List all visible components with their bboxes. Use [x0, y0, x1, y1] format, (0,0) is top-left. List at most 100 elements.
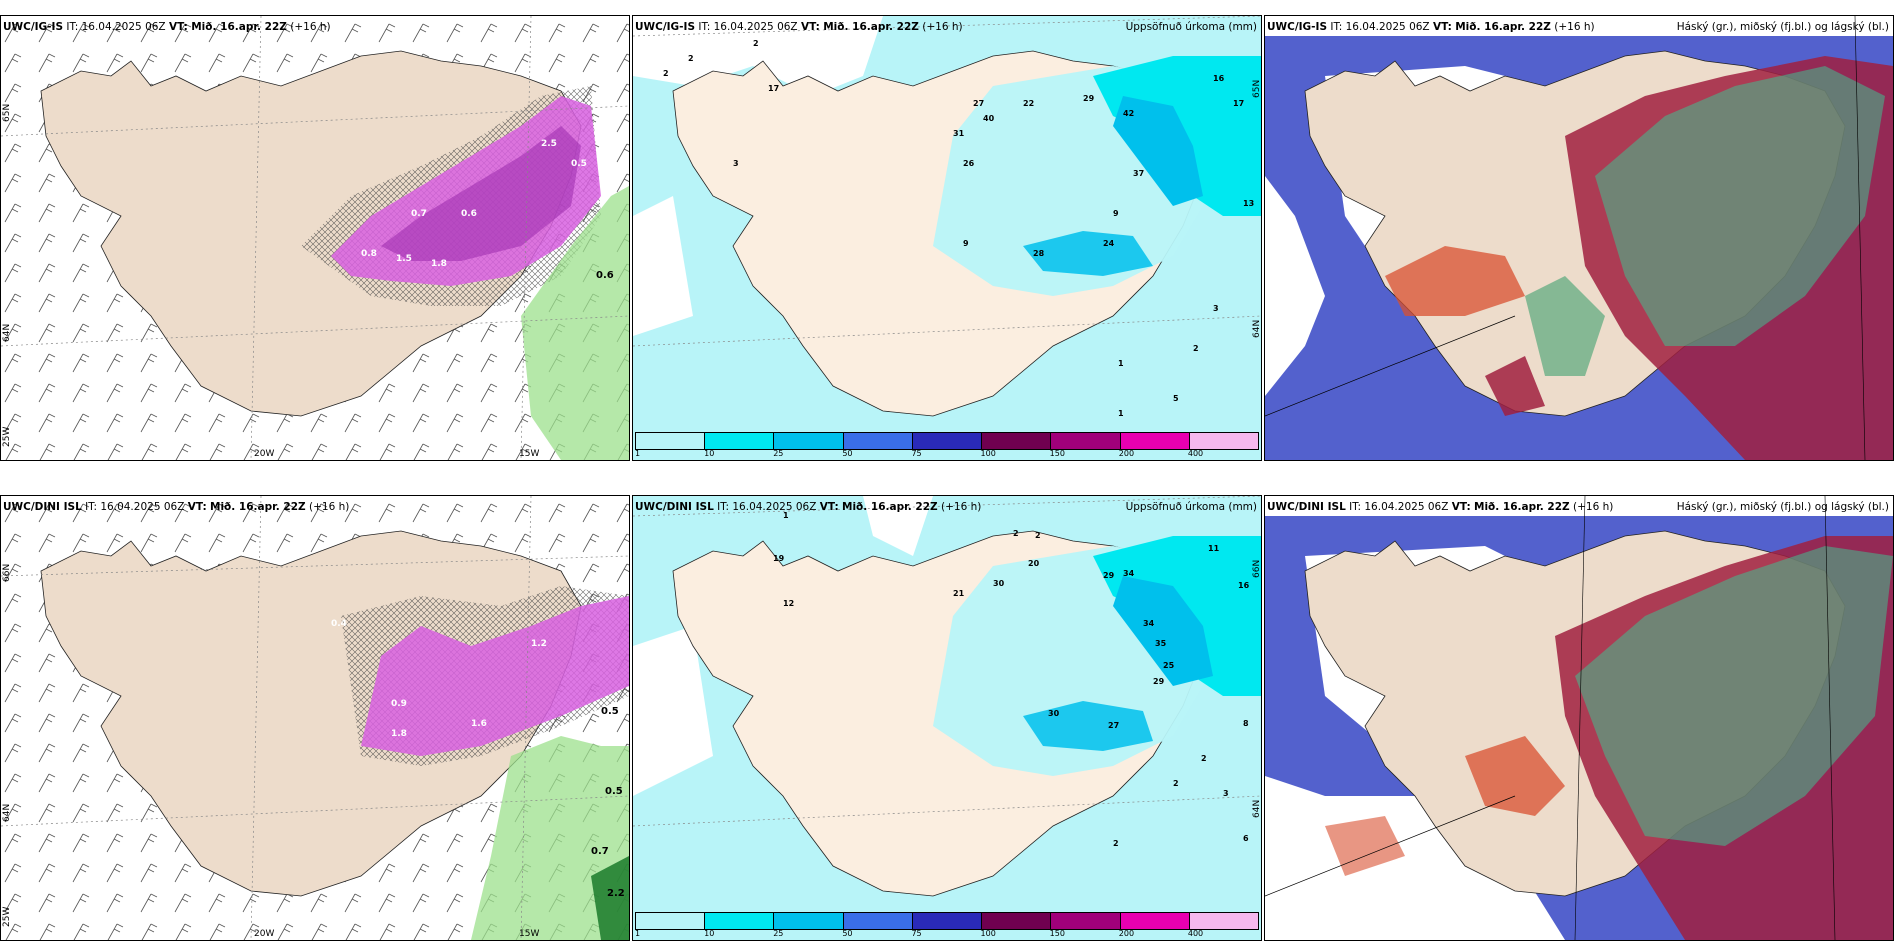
- panel-clouds-dini: UWC/DINI ISL IT: 16.04.2025 06Z VT: Mið.…: [1264, 495, 1894, 941]
- value-label: 1.5: [396, 254, 412, 264]
- panel-title: Uppsöfnuð úrkoma (mm): [1125, 21, 1257, 33]
- colorbar-swatch: [912, 433, 983, 449]
- value-label: 20: [1028, 559, 1040, 568]
- colorbar-swatch: [1120, 433, 1190, 449]
- colorbar-swatch: [1051, 913, 1121, 929]
- value-label: 2: [1173, 779, 1179, 788]
- colorbar-tick-label: 100: [980, 929, 996, 938]
- colorbar-swatch: [1120, 913, 1190, 929]
- colorbar-ticks: 1 10 25 50 75 100 150 200 400: [635, 449, 1257, 459]
- colorbar-swatch: [636, 433, 706, 449]
- panel-accum-precip-igis: UWC/IG-IS IT: 16.04.2025 06Z VT: Mið. 16…: [632, 15, 1262, 461]
- corner-label: 25W: [2, 427, 12, 447]
- map-canvas: [1265, 16, 1893, 460]
- panel-header: UWC/IG-IS IT: 16.04.2025 06Z VT: Mið. 16…: [1267, 21, 1889, 33]
- value-label: 13: [1243, 199, 1254, 208]
- colorbar-tick-label: 10: [704, 929, 715, 938]
- panel-title: Uppsöfnuð úrkoma (mm): [1125, 501, 1257, 513]
- colorbar-swatch: [843, 433, 913, 449]
- lead-time: (+16 h): [309, 501, 350, 513]
- valid-time: Mið. 16.apr. 22Z: [210, 501, 306, 513]
- colorbar-swatch: [1189, 913, 1258, 929]
- value-label: 2: [1201, 754, 1207, 763]
- value-label: 2.5: [541, 139, 557, 149]
- colorbar-tick-label: 25: [773, 929, 784, 938]
- value-label: 0.6: [461, 209, 477, 219]
- precip-heavy-area: [1113, 96, 1203, 206]
- value-label: 31: [953, 129, 965, 138]
- value-label: 29: [1083, 94, 1095, 103]
- colorbar: 1 10 25 50 75 100 150 200 400: [635, 912, 1259, 938]
- panel-header: UWC/IG-IS IT: 16.04.2025 06Z VT: Mið. 16…: [635, 21, 1257, 33]
- value-label: 2: [1193, 344, 1199, 353]
- lat-label: 64N: [1252, 800, 1261, 818]
- map-canvas: [1265, 496, 1893, 940]
- panel-accum-precip-dini: UWC/DINI ISL IT: 16.04.2025 06Z VT: Mið.…: [632, 495, 1262, 941]
- value-label: 17: [768, 84, 779, 93]
- value-label: 19: [773, 554, 785, 563]
- colorbar-swatch: [982, 433, 1052, 449]
- valid-time: Mið. 16.apr. 22Z: [1455, 21, 1551, 33]
- value-label: 30: [993, 579, 1005, 588]
- panel-header: UWC/DINI ISL IT: 16.04.2025 06Z VT: Mið.…: [3, 501, 350, 513]
- init-time: 16.04.2025 06Z: [1345, 21, 1430, 33]
- snow-precip-core: [381, 126, 581, 261]
- precip-heavy-area: [1113, 576, 1213, 686]
- init-time: 16.04.2025 06Z: [732, 501, 817, 513]
- valid-time: Mið. 16.apr. 22Z: [842, 501, 938, 513]
- map-canvas: 65N 64N 2 2 2 17 27 40 22 29 42 16 17 31…: [633, 16, 1261, 460]
- lon-label: 15W: [519, 929, 539, 939]
- panel-precip-type-igis: UWC/IG-IS IT: 16.04.2025 06Z VT: Mið. 16…: [0, 15, 630, 461]
- value-label: 22: [1023, 99, 1034, 108]
- colorbar-tick-label: 400: [1187, 449, 1204, 458]
- init-time: 16.04.2025 06Z: [100, 501, 185, 513]
- panel-header: UWC/IG-IS IT: 16.04.2025 06Z VT: Mið. 16…: [3, 21, 331, 33]
- colorbar-tick-label: 75: [911, 449, 922, 458]
- lead-time: (+16 h): [941, 501, 982, 513]
- model-name: UWC/IG-IS: [3, 21, 64, 33]
- value-label: 0.5: [601, 706, 619, 717]
- init-time: 16.04.2025 06Z: [713, 21, 798, 33]
- value-label: 21: [953, 589, 965, 598]
- lon-label: 20W: [254, 449, 274, 459]
- lat-label: 66N: [1252, 560, 1261, 578]
- lead-time: (+16 h): [1554, 21, 1595, 33]
- value-label: 2: [1035, 531, 1041, 540]
- model-name: UWC/DINI ISL: [635, 501, 714, 513]
- lead-time: (+16 h): [290, 21, 331, 33]
- model-name: UWC/DINI ISL: [3, 501, 82, 513]
- colorbar-tick-label: 50: [842, 929, 853, 938]
- value-label: 29: [1153, 677, 1165, 686]
- colorbar-tick-label: 25: [773, 449, 784, 458]
- value-label: 35: [1155, 639, 1167, 648]
- value-label: 2: [663, 69, 669, 78]
- lat-label: 64N: [2, 324, 12, 342]
- model-name: UWC/DINI ISL: [1267, 501, 1346, 513]
- lat-label: 65N: [2, 104, 12, 122]
- value-label: 42: [1123, 109, 1134, 118]
- corner-label: 25W: [2, 907, 12, 927]
- value-label: 9: [1113, 209, 1119, 218]
- value-label: 16: [1213, 74, 1225, 83]
- rain-precip-area: [521, 186, 629, 460]
- map-canvas: 65N 64N 20W 15W 25W 0.8 1.5 1.8 0.6 2.5 …: [1, 16, 629, 460]
- colorbar-ticks: 1 10 25 50 75 100 150 200 400: [635, 929, 1257, 939]
- colorbar-swatch: [1051, 433, 1121, 449]
- value-label: 0.5: [571, 159, 587, 169]
- colorbar-tick-label: 10: [704, 449, 715, 458]
- valid-time: Mið. 16.apr. 22Z: [823, 21, 919, 33]
- lat-label: 66N: [2, 564, 12, 582]
- value-label: 8: [1243, 719, 1249, 728]
- panel-title: Háský (gr.), miðský (fj.bl.) og lágský (…: [1676, 21, 1889, 33]
- value-label: 3: [1213, 304, 1219, 313]
- value-label: 2: [1113, 839, 1119, 848]
- model-name: UWC/IG-IS: [1267, 21, 1328, 33]
- colorbar-tick-label: 400: [1187, 929, 1204, 938]
- panel-header: UWC/DINI ISL IT: 16.04.2025 06Z VT: Mið.…: [635, 501, 1257, 513]
- value-label: 16: [1238, 581, 1250, 590]
- value-label: 34: [1123, 569, 1135, 578]
- colorbar-tick-label: 1: [635, 449, 641, 458]
- value-label: 24: [1103, 239, 1115, 248]
- value-label: 1.8: [431, 259, 447, 269]
- value-label: 2.2: [607, 888, 625, 899]
